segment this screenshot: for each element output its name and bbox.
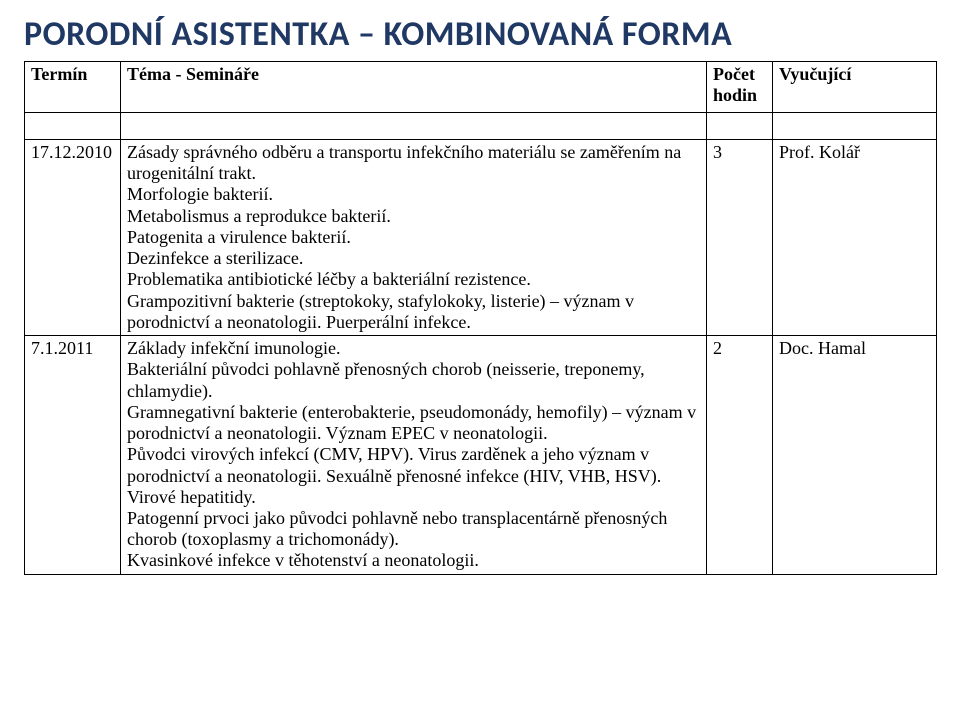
cell-termin: 17.12.2010: [25, 140, 121, 336]
spacer-row: [25, 113, 937, 140]
cell-tema: Zásady správného odběru a transportu inf…: [121, 140, 707, 336]
spacer-cell: [25, 113, 121, 140]
schedule-table: Termín Téma - Semináře Počet hodin Vyuču…: [24, 61, 937, 575]
spacer-cell: [773, 113, 937, 140]
col-header-vyuc: Vyučující: [773, 62, 937, 113]
cell-pocet: 2: [707, 336, 773, 575]
page-title: PORODNÍ ASISTENTKA – KOMBINOVANÁ FORMA: [24, 14, 936, 55]
col-header-termin: Termín: [25, 62, 121, 113]
col-header-pocet: Počet hodin: [707, 62, 773, 113]
table-row: 17.12.2010 Zásady správného odběru a tra…: [25, 140, 937, 336]
spacer-cell: [121, 113, 707, 140]
cell-tema: Základy infekční imunologie.Bakteriální …: [121, 336, 707, 575]
col-header-tema: Téma - Semináře: [121, 62, 707, 113]
cell-vyuc: Prof. Kolář: [773, 140, 937, 336]
cell-pocet: 3: [707, 140, 773, 336]
cell-vyuc: Doc. Hamal: [773, 336, 937, 575]
table-row: 7.1.2011 Základy infekční imunologie.Bak…: [25, 336, 937, 575]
cell-termin: 7.1.2011: [25, 336, 121, 575]
table-header-row: Termín Téma - Semináře Počet hodin Vyuču…: [25, 62, 937, 113]
page: PORODNÍ ASISTENTKA – KOMBINOVANÁ FORMA T…: [0, 0, 960, 720]
spacer-cell: [707, 113, 773, 140]
